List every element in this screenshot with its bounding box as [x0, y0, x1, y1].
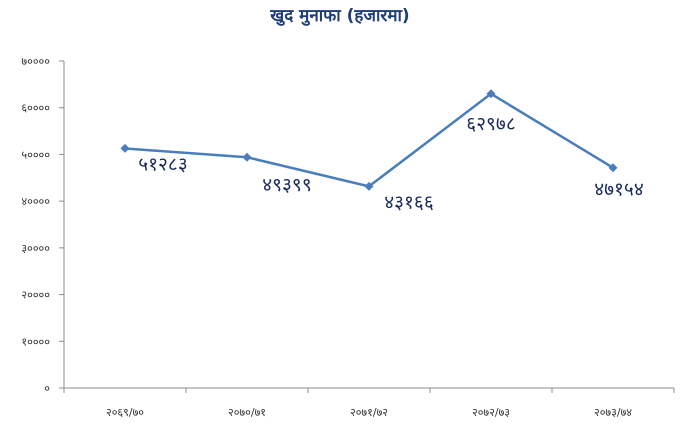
- y-tick-label: १००००: [21, 335, 50, 348]
- x-tick-label: २०७०/७१: [228, 406, 266, 419]
- y-tick-label: ३००००: [21, 242, 50, 255]
- x-tick-label: २०७१/७२: [350, 406, 388, 419]
- data-label: ५१२८३: [138, 153, 187, 175]
- y-tick-label: ०: [44, 382, 50, 395]
- data-labels: ५१२८३ ४९३९९ ४३१६६ ६२९७८ ४७१५४: [138, 113, 643, 214]
- chart-title: खुद मुनाफा (हजारमा): [269, 6, 409, 26]
- y-tick-label: २००००: [21, 289, 50, 302]
- y-tick-label: ६००००: [21, 102, 50, 115]
- x-tick-label: २०७३/७४: [594, 406, 632, 419]
- data-label: ४७१५४: [594, 179, 643, 201]
- data-label: ६२९७८: [466, 113, 515, 135]
- y-axis-ticks: ० १०००० २०००० ३०००० ४०००० ५०००० ६०००० ७००००: [21, 55, 64, 395]
- y-tick-label: ७००००: [21, 55, 50, 68]
- series-line: [124, 92, 614, 188]
- data-point-marker: [120, 143, 130, 153]
- data-point-marker: [486, 89, 496, 99]
- y-tick-label: ४००००: [21, 195, 50, 208]
- x-tick-label: २०६९/७०: [106, 406, 144, 419]
- plot-area: [120, 89, 618, 191]
- data-point-marker: [608, 163, 618, 173]
- x-axis-ticks: २०६९/७० २०७०/७१ २०७१/७२ २०७२/७३ २०७३/७४: [63, 388, 675, 419]
- data-point-marker: [364, 181, 374, 191]
- data-point-marker: [242, 152, 252, 162]
- x-tick-label: २०७२/७३: [472, 406, 510, 419]
- chart-axes: [63, 61, 674, 389]
- data-label: ४९३९९: [262, 174, 311, 196]
- y-tick-label: ५००००: [21, 148, 50, 161]
- data-label: ४३१६६: [384, 191, 433, 213]
